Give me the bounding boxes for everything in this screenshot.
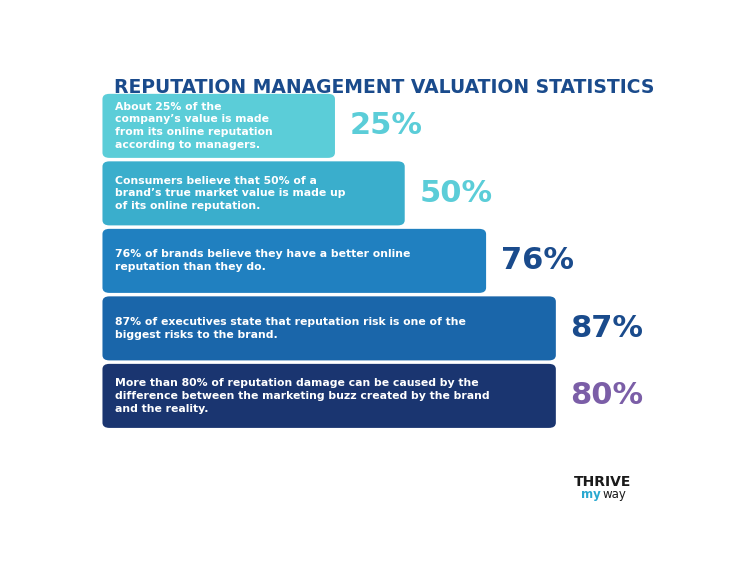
Text: More than 80% of reputation damage can be caused by the
difference between the m: More than 80% of reputation damage can b… xyxy=(116,378,490,414)
FancyBboxPatch shape xyxy=(103,94,335,158)
Text: 76%: 76% xyxy=(501,246,574,275)
Text: About 25% of the
company’s value is made
from its online reputation
according to: About 25% of the company’s value is made… xyxy=(116,102,273,150)
Text: 50%: 50% xyxy=(419,179,493,208)
Text: way: way xyxy=(602,488,626,501)
Text: 87% of executives state that reputation risk is one of the
biggest risks to the : 87% of executives state that reputation … xyxy=(116,317,466,340)
Text: THRIVE: THRIVE xyxy=(574,475,631,489)
Text: my: my xyxy=(580,488,601,501)
Text: 76% of brands believe they have a better online
reputation than they do.: 76% of brands believe they have a better… xyxy=(116,250,411,272)
Text: REPUTATION MANAGEMENT VALUATION STATISTICS: REPUTATION MANAGEMENT VALUATION STATISTI… xyxy=(114,78,655,97)
Text: 87%: 87% xyxy=(570,314,644,343)
FancyBboxPatch shape xyxy=(103,296,556,360)
FancyBboxPatch shape xyxy=(103,161,405,225)
FancyBboxPatch shape xyxy=(103,364,556,428)
Text: Consumers believe that 50% of a
brand’s true market value is made up
of its onli: Consumers believe that 50% of a brand’s … xyxy=(116,175,346,211)
Text: 25%: 25% xyxy=(350,111,422,140)
FancyBboxPatch shape xyxy=(103,229,486,293)
Text: 80%: 80% xyxy=(570,382,644,410)
